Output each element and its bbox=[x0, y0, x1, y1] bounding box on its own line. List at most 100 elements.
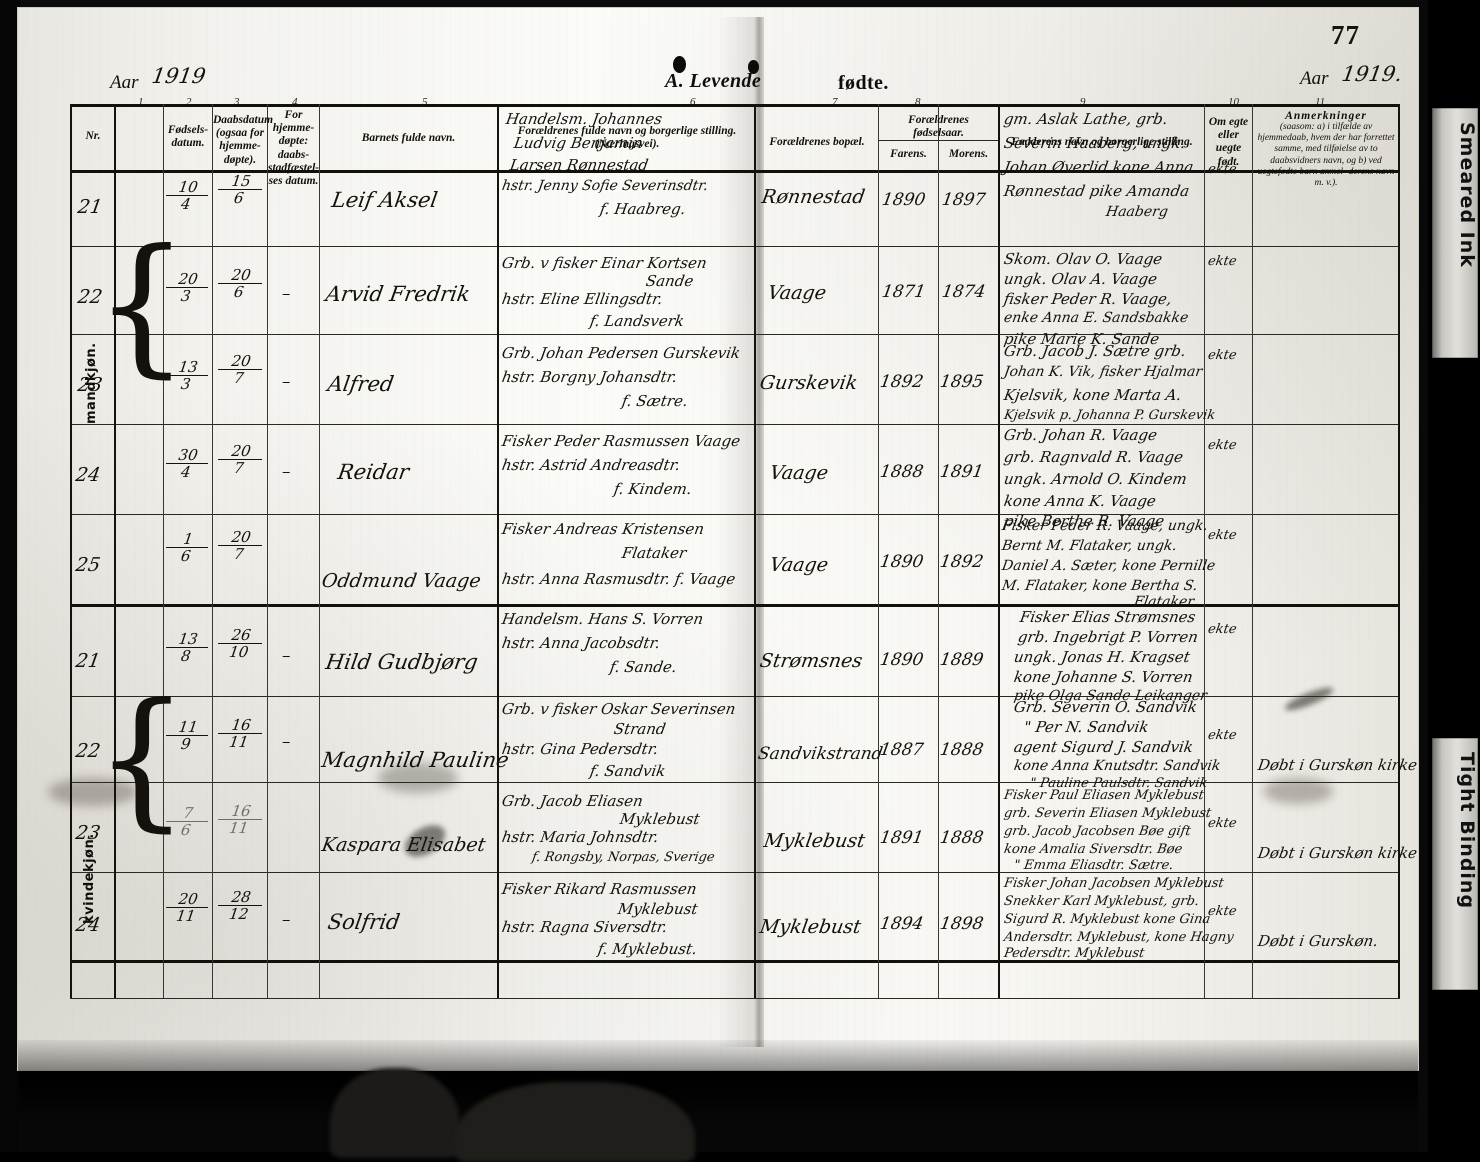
condition-tab-tight-binding[interactable]: Tight Binding bbox=[1432, 738, 1478, 990]
parent-line: Flataker bbox=[620, 544, 688, 562]
residence: Sandvikstrand bbox=[756, 744, 885, 764]
hand-shadow bbox=[455, 1082, 695, 1162]
legitimacy: ekte bbox=[1206, 528, 1238, 543]
year-label-right: Aar bbox=[1300, 68, 1329, 89]
godparent-line: grb. Ingebrigt P. Vorren bbox=[1016, 628, 1200, 646]
scan-right-gutter bbox=[1418, 0, 1428, 1152]
parent-line: Ludvig Benjamin bbox=[512, 134, 645, 152]
column-number-9: 9 bbox=[1080, 96, 1086, 108]
godparent-line: Pedersdtr. Myklebust bbox=[1002, 946, 1146, 961]
legitimacy: ekte bbox=[1206, 904, 1238, 919]
child-name: Oddmund Vaage bbox=[320, 570, 483, 592]
baptism-month: 7 bbox=[215, 459, 263, 477]
godparent-line: fisker Peder R. Vaage, bbox=[1002, 290, 1174, 308]
residence: Vaage bbox=[766, 282, 828, 304]
column-number-8: 8 bbox=[915, 96, 921, 108]
register-page-paper: 77 Aar 1919 A. Levende fødte. Aar 1919. … bbox=[18, 8, 1419, 1070]
mother-birth-year: 1888 bbox=[938, 828, 985, 848]
birth-date: 20 11 bbox=[163, 890, 210, 925]
grid-vline bbox=[497, 104, 499, 998]
parent-line: hstr. Eline Ellingsdtr. bbox=[500, 290, 664, 308]
baptism-day: 16 bbox=[230, 716, 253, 734]
parent-line: hstr. Gina Pedersdtr. bbox=[500, 740, 660, 758]
parent-line: Grb. Jacob Eliasen bbox=[500, 792, 645, 810]
home-baptism: – bbox=[280, 646, 293, 666]
parent-line: Strand bbox=[612, 720, 668, 738]
birth-month: 6 bbox=[163, 547, 209, 565]
godparent-line: ungk. Jonas H. Kragset bbox=[1012, 648, 1192, 666]
scan-bottom-shadow bbox=[18, 1040, 1418, 1152]
birth-date: 30 4 bbox=[163, 446, 210, 481]
scan-top-edge bbox=[18, 0, 1418, 9]
baptism-day: 20 bbox=[230, 266, 253, 284]
parent-line: Grb. v fisker Einar Kortsen bbox=[500, 254, 709, 272]
row-nr: 25 bbox=[74, 554, 102, 576]
baptism-day: 20 bbox=[230, 352, 253, 370]
parent-line: hstr. Anna Jacobsdtr. bbox=[500, 634, 662, 652]
grid-hline bbox=[70, 960, 1400, 963]
godparent-line: Snekker Karl Myklebust, grb. bbox=[1002, 894, 1201, 909]
residence: Rønnestad bbox=[760, 186, 867, 208]
mother-birth-year: 1874 bbox=[940, 282, 987, 302]
parent-line: Fisker Peder Rasmussen Vaage bbox=[500, 432, 742, 450]
parent-line: f. Myklebust. bbox=[596, 940, 699, 958]
parent-line: f. Rongsby, Norpas, Sverige bbox=[530, 850, 716, 865]
baptism-date: 20 6 bbox=[215, 266, 264, 301]
birth-month: 9 bbox=[163, 735, 209, 753]
parent-line: hstr. Maria Johnsdtr. bbox=[500, 828, 660, 846]
parent-line: hstr. Astrid Andreasdtr. bbox=[500, 456, 682, 474]
baptism-date: 20 7 bbox=[215, 528, 264, 563]
parent-line: f. Sætre. bbox=[620, 392, 690, 410]
baptism-month: 12 bbox=[215, 905, 263, 923]
legitimacy: ekte bbox=[1206, 348, 1238, 363]
birth-date: 20 3 bbox=[163, 270, 210, 305]
mother-birth-year: 1889 bbox=[938, 650, 985, 670]
col-header-home-baptism: For hjemme- døpte: daabs- stadfæstel- se… bbox=[268, 109, 320, 188]
grid-vline bbox=[938, 104, 939, 998]
parent-line: f. Sande. bbox=[608, 658, 679, 676]
baptism-month: 6 bbox=[215, 189, 263, 207]
baptism-date: 16 11 bbox=[215, 716, 264, 751]
condition-tab-smeared-ink[interactable]: Smeared Ink bbox=[1432, 108, 1478, 358]
scan-left-gutter bbox=[0, 0, 20, 1152]
row-nr: 23 bbox=[76, 374, 104, 396]
birth-month: 11 bbox=[163, 907, 209, 925]
birth-day: 10 bbox=[177, 178, 200, 196]
godparent-line: Kjelsvik, kone Marta A. bbox=[1002, 386, 1183, 404]
col-header-father-year: Farens. bbox=[890, 148, 927, 160]
godparent-line: Fisker Peder R. Vaage, ungk. bbox=[1000, 518, 1210, 534]
page-number: 77 bbox=[1331, 20, 1360, 50]
grid-vline bbox=[70, 104, 72, 998]
col-header-legitimacy: Om egte eller uegte født. bbox=[1208, 116, 1249, 168]
birth-month: 3 bbox=[163, 287, 209, 305]
child-name: Magnhild Pauline bbox=[320, 748, 511, 772]
grid-vline bbox=[114, 104, 116, 998]
birth-day: 7 bbox=[182, 804, 195, 822]
grid-vline bbox=[754, 104, 756, 998]
hand-shadow bbox=[330, 1068, 460, 1158]
parent-line: f. Haabreg. bbox=[598, 200, 687, 218]
legitimacy: ekte bbox=[1206, 162, 1238, 177]
parent-line: Larsen Rønnestad bbox=[508, 156, 650, 174]
column-number-10: 10 bbox=[1228, 96, 1239, 108]
godparent-line: enke Anna E. Sandsbakke bbox=[1002, 310, 1190, 326]
baptism-day: 15 bbox=[230, 172, 253, 190]
godparent-line: Johan K. Vik, fisker Hjalmar bbox=[1002, 364, 1204, 380]
column-number-5: 5 bbox=[422, 96, 428, 108]
column-number-6: 6 bbox=[690, 96, 696, 108]
parent-line: hstr. Ragna Siversdtr. bbox=[500, 918, 669, 936]
baptism-month: 10 bbox=[215, 643, 263, 661]
godparent-line: Severin Haaberg, ungk. bbox=[1002, 134, 1187, 152]
home-baptism: – bbox=[280, 372, 293, 392]
home-baptism: – bbox=[280, 284, 293, 304]
section-brace-mandkjon: { bbox=[94, 218, 190, 392]
grid-vline bbox=[1204, 104, 1205, 998]
godparent-line: grb. Ragnvald R. Vaage bbox=[1002, 448, 1185, 466]
grid-hline bbox=[70, 514, 1400, 515]
father-birth-year: 1888 bbox=[878, 462, 925, 482]
row-nr: 24 bbox=[74, 914, 102, 936]
godparent-line: ungk. Arnold O. Kindem bbox=[1002, 470, 1189, 488]
grid-hline bbox=[70, 872, 1400, 873]
